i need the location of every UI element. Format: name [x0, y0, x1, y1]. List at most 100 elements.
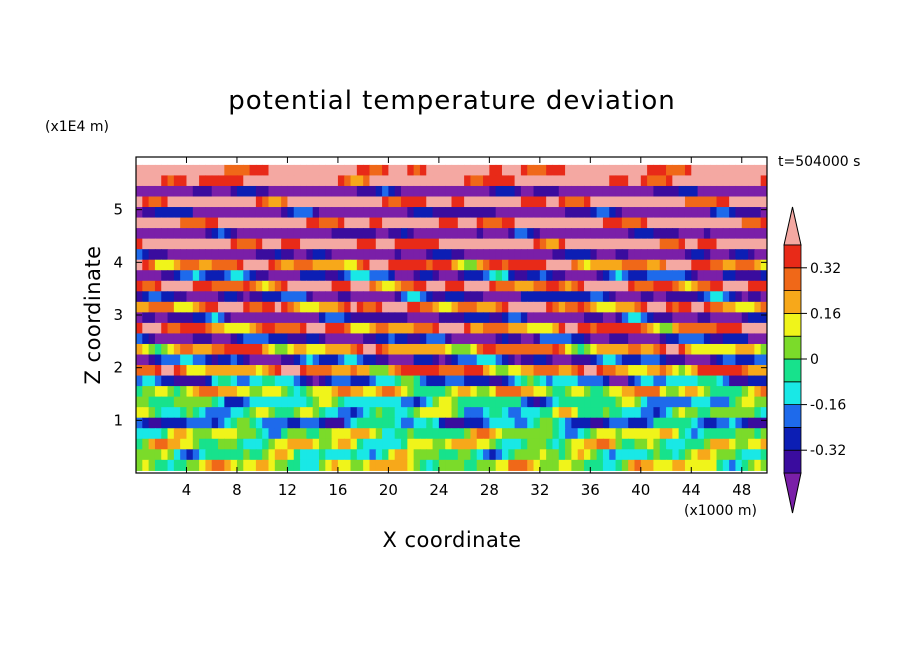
- heatmap-cell: [514, 459, 522, 471]
- heatmap-cell: [546, 459, 554, 471]
- heatmap-cell: [426, 238, 434, 250]
- heatmap-cell: [413, 175, 421, 187]
- heatmap-cell: [249, 343, 257, 356]
- heatmap-cell: [501, 228, 509, 240]
- heatmap-cell: [401, 343, 408, 356]
- heatmap-cell: [300, 217, 307, 229]
- heatmap-cell: [716, 228, 724, 240]
- heatmap-cell: [514, 196, 522, 208]
- heatmap-cell: [419, 175, 427, 187]
- heatmap-cell: [281, 238, 289, 250]
- heatmap-cell: [211, 238, 219, 250]
- heatmap-cell: [401, 228, 408, 240]
- heatmap-cell: [255, 343, 263, 356]
- heatmap-cell: [457, 312, 465, 324]
- heatmap-cell: [710, 164, 718, 177]
- heatmap-cell: [369, 365, 377, 377]
- heatmap-cell: [388, 438, 396, 450]
- heatmap-cell: [684, 354, 692, 366]
- heatmap-cell: [735, 280, 743, 292]
- heatmap-cell: [312, 238, 320, 250]
- heatmap-cell: [451, 343, 459, 356]
- heatmap-cell: [249, 249, 257, 261]
- heatmap-cell: [760, 375, 767, 387]
- heatmap-cell: [672, 333, 680, 345]
- heatmap-cell: [659, 238, 667, 250]
- heatmap-cell: [426, 249, 434, 261]
- heatmap-cell: [192, 396, 200, 408]
- heatmap-cell: [394, 196, 402, 208]
- heatmap-cell: [678, 386, 686, 398]
- heatmap-cell: [419, 438, 427, 450]
- heatmap-cell: [571, 280, 579, 292]
- heatmap-cell: [300, 207, 307, 219]
- heatmap-cell: [407, 249, 415, 261]
- heatmap-cell: [552, 312, 560, 324]
- heatmap-cell: [363, 428, 371, 440]
- heatmap-cell: [426, 375, 434, 387]
- heatmap-cell: [255, 259, 263, 271]
- heatmap-cell: [224, 417, 232, 429]
- heatmap-cell: [363, 185, 371, 198]
- heatmap-cell: [483, 428, 490, 440]
- heatmap-cell: [716, 428, 724, 440]
- heatmap-cell: [577, 312, 585, 324]
- colorbar-bin: [783, 449, 802, 474]
- heatmap-cell: [249, 365, 257, 377]
- heatmap-cell: [186, 459, 194, 471]
- heatmap-cell: [407, 280, 415, 292]
- heatmap-cell: [293, 449, 301, 461]
- heatmap-cell: [729, 312, 737, 324]
- heatmap-cell: [640, 217, 648, 229]
- heatmap-cell: [647, 396, 655, 408]
- heatmap-cell: [167, 396, 175, 408]
- heatmap-cell: [300, 185, 307, 198]
- heatmap-cell: [647, 207, 655, 219]
- heatmap-cell: [180, 228, 188, 240]
- heatmap-cell: [457, 249, 465, 261]
- heatmap-cell: [154, 417, 162, 429]
- heatmap-cell: [697, 238, 705, 250]
- heatmap-cell: [274, 386, 282, 398]
- heatmap-cell: [489, 207, 497, 219]
- heatmap-cell: [419, 417, 427, 429]
- heatmap-cell: [703, 312, 711, 324]
- heatmap-cell: [514, 249, 522, 261]
- heatmap-cell: [760, 459, 767, 471]
- heatmap-cell: [356, 259, 364, 271]
- heatmap-cell: [596, 291, 604, 303]
- heatmap-cell: [268, 386, 276, 398]
- heatmap-cell: [356, 417, 364, 429]
- heatmap-cell: [596, 270, 604, 282]
- heatmap-cell: [691, 175, 699, 187]
- heatmap-cell: [274, 217, 282, 229]
- heatmap-cell: [476, 438, 484, 450]
- heatmap-cell: [306, 407, 314, 419]
- heatmap-cell: [716, 354, 724, 366]
- heatmap-cell: [508, 438, 516, 450]
- heatmap-cell: [558, 270, 566, 282]
- heatmap-cell: [356, 322, 364, 335]
- heatmap-cell: [186, 164, 194, 177]
- heatmap-cell: [672, 175, 680, 187]
- heatmap-cell: [546, 291, 554, 303]
- heatmap-cell: [375, 280, 383, 292]
- heatmap-cell: [691, 343, 699, 356]
- heatmap-cell: [432, 407, 440, 419]
- heatmap-cell: [558, 185, 566, 198]
- heatmap-cell: [407, 196, 415, 208]
- heatmap-cell: [615, 459, 623, 471]
- heatmap-cell: [748, 259, 755, 271]
- heatmap-cell: [760, 259, 767, 271]
- heatmap-cell: [445, 259, 453, 271]
- heatmap-cell: [628, 375, 636, 387]
- heatmap-cell: [180, 270, 188, 282]
- heatmap-cell: [596, 438, 604, 450]
- heatmap-cell: [647, 185, 655, 198]
- heatmap-cell: [382, 375, 389, 387]
- heatmap-cell: [678, 207, 686, 219]
- heatmap-cell: [647, 333, 655, 345]
- heatmap-cell: [262, 375, 270, 387]
- heatmap-cell: [300, 438, 307, 450]
- heatmap-cell: [754, 354, 762, 366]
